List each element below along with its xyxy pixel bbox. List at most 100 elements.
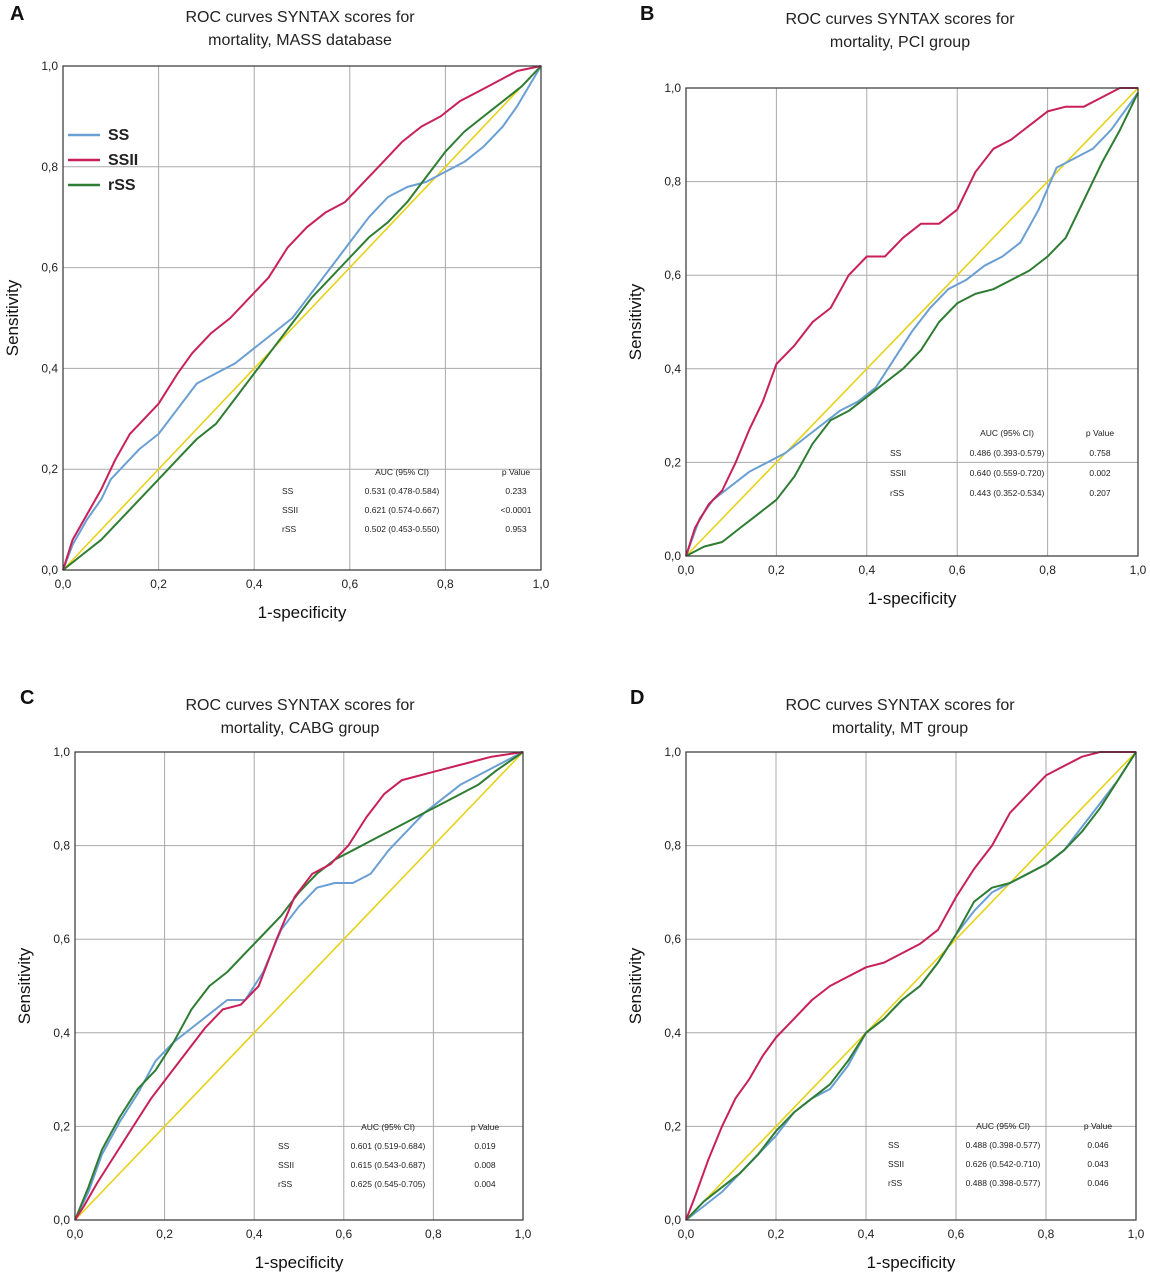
legend-label-ss: SS xyxy=(108,127,130,144)
reference-diagonal xyxy=(685,751,1137,1221)
panel-label: A xyxy=(10,3,24,25)
auc-row-name: rSS xyxy=(890,488,905,498)
legend: SS SSII rSS xyxy=(68,127,138,194)
y-tick-label: 0,6 xyxy=(53,932,70,946)
auc-row-value: 0.640 (0.559-0.720) xyxy=(970,468,1045,478)
auc-row-name: SS xyxy=(278,1141,290,1151)
auc-row-p: 0.233 xyxy=(505,486,527,496)
legend-label-rss: rSS xyxy=(108,177,136,194)
x-tick-label: 1,0 xyxy=(515,1227,532,1241)
x-tick-label: 0,6 xyxy=(335,1227,352,1241)
x-tick-label: 0,4 xyxy=(246,577,263,591)
auc-header: AUC (95% CI) xyxy=(976,1121,1030,1131)
x-tick-label: 0,8 xyxy=(1039,563,1056,577)
auc-row-p: 0.953 xyxy=(505,524,527,534)
y-axis-label: Sensitivity xyxy=(626,947,645,1024)
x-tick-label: 0,4 xyxy=(246,1227,263,1241)
x-tick-label: 1,0 xyxy=(1130,563,1147,577)
y-tick-label: 0,4 xyxy=(664,362,681,376)
y-tick-label: 0,4 xyxy=(664,1026,681,1040)
y-tick-label: 0,8 xyxy=(664,175,681,189)
y-tick-label: 0,2 xyxy=(664,1119,681,1133)
x-tick-label: 1,0 xyxy=(533,577,550,591)
y-axis-label: Sensitivity xyxy=(3,279,22,356)
y-tick-label: 0,2 xyxy=(41,462,58,476)
y-tick-label: 0,6 xyxy=(664,932,681,946)
y-tick-label: 0,6 xyxy=(41,261,58,275)
roc-curve-ssii xyxy=(74,751,524,1221)
y-tick-label: 1,0 xyxy=(41,59,58,73)
panel-label: B xyxy=(640,3,654,25)
y-tick-label: 0,8 xyxy=(41,160,58,174)
roc-curve-ssii xyxy=(685,87,1138,557)
auc-row-name: SSII xyxy=(890,468,906,478)
y-axis-label: Sensitivity xyxy=(626,283,645,360)
auc-row-p: 0.008 xyxy=(474,1160,496,1170)
auc-row-name: rSS xyxy=(278,1179,293,1189)
y-tick-label: 1,0 xyxy=(53,745,70,759)
roc-panel-c: C ROC curves SYNTAX scores for mortality, … xyxy=(15,687,532,1272)
auc-row-p: 0.019 xyxy=(474,1141,496,1151)
auc-header: AUC (95% CI) xyxy=(375,467,429,477)
y-tick-label: 0,8 xyxy=(53,839,70,853)
roc-curve-rss xyxy=(685,751,1137,1221)
x-tick-label: 0,6 xyxy=(341,577,358,591)
chart-title-line: mortality, CABG group xyxy=(221,720,380,737)
y-tick-label: 0,0 xyxy=(664,549,681,563)
auc-row-value: 0.488 (0.398-0.577) xyxy=(966,1178,1041,1188)
x-axis-label: 1-specificity xyxy=(258,603,347,622)
y-tick-label: 0,0 xyxy=(53,1213,70,1227)
auc-row-name: SSII xyxy=(278,1160,294,1170)
auc-row-name: rSS xyxy=(282,524,297,534)
x-tick-label: 0,0 xyxy=(678,1227,695,1241)
chart-title-line: ROC curves SYNTAX scores for xyxy=(785,697,1015,714)
y-tick-label: 0,0 xyxy=(41,563,58,577)
y-tick-label: 1,0 xyxy=(664,745,681,759)
auc-row-value: 0.626 (0.542-0.710) xyxy=(966,1159,1041,1169)
roc-curve-ss xyxy=(62,65,542,571)
x-tick-label: 0,8 xyxy=(425,1227,442,1241)
y-axis-label: Sensitivity xyxy=(15,947,34,1024)
x-tick-label: 0,0 xyxy=(67,1227,84,1241)
reference-diagonal xyxy=(62,65,542,571)
auc-row-value: 0.502 (0.453-0.550) xyxy=(365,524,440,534)
roc-curve-ss xyxy=(685,92,1139,557)
auc-header: AUC (95% CI) xyxy=(361,1122,415,1132)
plot-frame xyxy=(685,751,1137,1221)
y-tick-label: 0,2 xyxy=(664,455,681,469)
roc-curve-ss xyxy=(74,751,524,1221)
roc-curve-ssii xyxy=(62,65,542,571)
auc-row-value: 0.443 (0.352-0.534) xyxy=(970,488,1045,498)
roc-panel-a: A ROC curves SYNTAX scores for mortality, … xyxy=(3,3,550,622)
plot-frame xyxy=(685,87,1139,557)
x-tick-label: 1,0 xyxy=(1128,1227,1145,1241)
roc-curve-ssii xyxy=(685,751,1136,1221)
auc-row-p: 0.046 xyxy=(1087,1178,1109,1188)
roc-curve-rss xyxy=(62,65,542,571)
x-axis-label: 1-specificity xyxy=(255,1253,344,1272)
auc-row-p: 0.043 xyxy=(1087,1159,1109,1169)
reference-diagonal xyxy=(685,87,1139,557)
p-value-header: p Value xyxy=(1086,428,1114,438)
plot-frame xyxy=(62,65,542,571)
roc-panel-b: B ROC curves SYNTAX scores for mortality, … xyxy=(626,3,1147,608)
x-tick-label: 0,2 xyxy=(156,1227,173,1241)
chart-title-line: mortality, PCI group xyxy=(830,34,970,51)
x-tick-label: 0,0 xyxy=(55,577,72,591)
y-tick-label: 0,4 xyxy=(53,1026,70,1040)
y-tick-label: 0,4 xyxy=(41,361,58,375)
x-axis-label: 1-specificity xyxy=(867,1253,956,1272)
chart-title-line: mortality, MT group xyxy=(832,720,968,737)
auc-row-value: 0.615 (0.543-0.687) xyxy=(351,1160,426,1170)
panel-label: D xyxy=(630,687,644,709)
auc-table: AUC (95% CI) p Value SS 0.486 (0.393-0.579)… xyxy=(890,428,1114,498)
auc-header: AUC (95% CI) xyxy=(980,428,1034,438)
auc-row-p: 0.207 xyxy=(1089,488,1111,498)
chart-title-line: ROC curves SYNTAX scores for xyxy=(185,9,415,26)
x-tick-label: 0,8 xyxy=(1038,1227,1055,1241)
roc-panel-d: D ROC curves SYNTAX scores for mortality, … xyxy=(626,687,1145,1272)
x-tick-label: 0,4 xyxy=(858,1227,875,1241)
reference-diagonal xyxy=(74,751,524,1221)
x-tick-label: 0,2 xyxy=(768,1227,785,1241)
